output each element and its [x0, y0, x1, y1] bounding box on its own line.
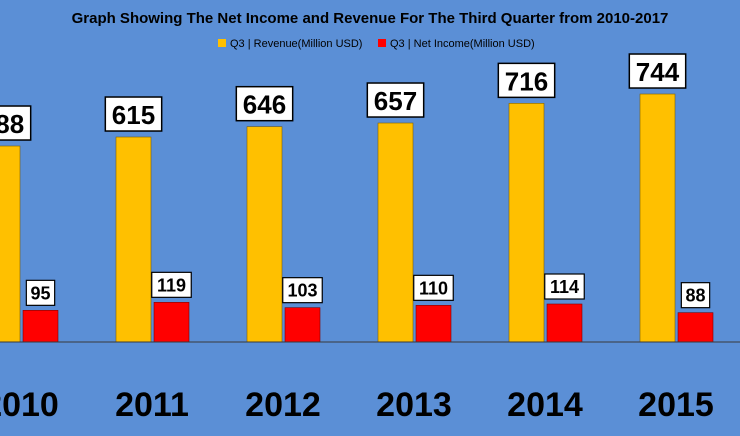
- legend-label-net-income: Q3 | Net Income(Million USD): [390, 38, 535, 50]
- label-box-revenue-2011: [104, 96, 163, 132]
- bar-revenue-2013: [377, 122, 414, 343]
- bar-net-income-2014: [546, 303, 583, 343]
- label-box-revenue-2012: [235, 85, 294, 122]
- x-tick-2013: 2013: [376, 386, 452, 424]
- bar-net-income-2015: [677, 312, 714, 343]
- bar-revenue-2015: [639, 93, 676, 343]
- label-box-revenue-2015: [628, 53, 687, 89]
- x-axis: 2010 2011 2012 2013 2014 2015: [0, 386, 714, 424]
- label-net-income-2015: 88: [685, 286, 705, 306]
- label-net-income-2012: 103: [287, 281, 317, 301]
- x-tick-2010: 2010: [0, 386, 59, 424]
- bar-revenue-2012: [246, 126, 283, 343]
- label-box-revenue-2013: [366, 82, 425, 118]
- bar-net-income-2011: [153, 302, 190, 343]
- label-box-net-income-2013: [413, 274, 454, 301]
- legend-swatch-revenue: [218, 39, 226, 47]
- label-revenue-2015: 744: [636, 57, 680, 87]
- x-tick-2014: 2014: [507, 386, 583, 424]
- label-net-income-2011: 119: [157, 275, 186, 295]
- label-revenue-2014: 716: [505, 66, 548, 96]
- x-tick-2015: 2015: [638, 386, 714, 424]
- label-revenue-2012: 646: [243, 90, 286, 120]
- label-revenue-2013: 657: [374, 86, 417, 116]
- label-net-income-2013: 110: [419, 278, 448, 298]
- label-box-net-income-2010: [25, 279, 56, 306]
- bar-revenue-2010: [0, 145, 21, 343]
- bar-revenue-2011: [115, 136, 152, 343]
- legend-swatch-net-income: [378, 39, 386, 47]
- chart-title: Graph Showing The Net Income and Revenue…: [72, 10, 669, 27]
- label-box-net-income-2015: [680, 282, 711, 309]
- bar-net-income-2012: [284, 307, 321, 343]
- label-revenue-2010: 588: [0, 109, 24, 139]
- label-net-income-2010: 95: [30, 283, 50, 303]
- label-box-revenue-2014: [497, 62, 556, 99]
- label-box-net-income-2014: [544, 273, 585, 300]
- label-revenue-2011: 615: [112, 100, 155, 130]
- x-tick-2011: 2011: [115, 386, 189, 424]
- label-box-net-income-2012: [282, 277, 323, 304]
- label-box-net-income-2011: [151, 271, 192, 298]
- bar-revenue-2014: [508, 103, 545, 343]
- bar-net-income-2013: [415, 305, 452, 343]
- label-net-income-2014: 114: [550, 277, 579, 297]
- legend-label-revenue: Q3 | Revenue(Million USD): [230, 38, 362, 50]
- x-tick-2012: 2012: [245, 386, 321, 424]
- bar-net-income-2010: [22, 310, 59, 343]
- label-box-revenue-2010: [0, 105, 32, 141]
- legend: Q3 | Revenue(Million USD) Q3 | Net Incom…: [218, 38, 535, 50]
